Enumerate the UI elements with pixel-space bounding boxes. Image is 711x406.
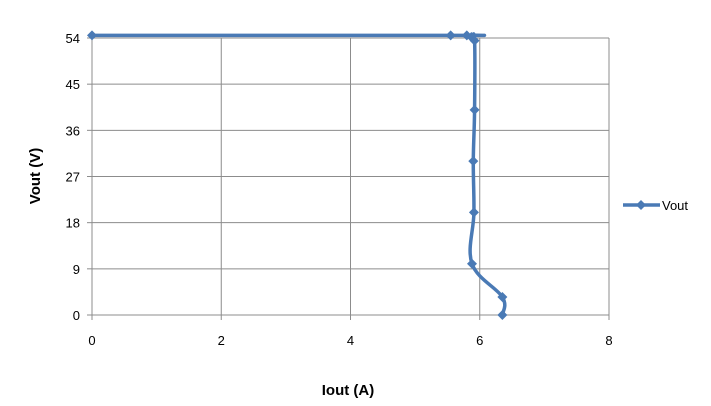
data-point-marker (468, 156, 479, 167)
data-point-marker (445, 30, 456, 41)
y-tick-label: 27 (66, 170, 80, 185)
y-axis-title: Vout (V) (27, 148, 44, 204)
y-tick-label: 36 (66, 123, 80, 138)
x-tick-label: 6 (476, 333, 483, 348)
axes (87, 37, 610, 320)
y-tick-label: 0 (73, 308, 80, 323)
x-tick-label: 0 (88, 333, 95, 348)
data-point-marker (466, 258, 477, 269)
x-tick-labels: 0 2 4 6 8 (88, 333, 612, 348)
y-tick-label: 54 (66, 31, 80, 46)
series-line-vout (90, 32, 507, 317)
gridlines (92, 37, 610, 315)
y-tick-labels: 0 9 18 27 36 45 54 (66, 31, 80, 323)
legend-label: Vout (662, 198, 688, 213)
legend: Vout (623, 198, 688, 213)
data-point-marker (497, 292, 508, 303)
data-point-marker (469, 35, 480, 46)
data-point-marker (469, 104, 480, 115)
data-point-marker (497, 310, 508, 320)
series-lines (90, 32, 507, 317)
y-tick-label: 9 (73, 262, 80, 277)
data-point-marker (468, 207, 479, 218)
x-axis-title: Iout (A) (322, 382, 374, 399)
x-tick-label: 8 (605, 333, 612, 348)
x-tick-label: 4 (347, 333, 354, 348)
legend-marker (636, 200, 646, 210)
y-tick-label: 45 (66, 77, 80, 92)
data-point-marker (87, 30, 97, 41)
series-markers (87, 30, 508, 320)
x-tick-label: 2 (218, 333, 225, 348)
y-tick-label: 18 (66, 216, 80, 231)
